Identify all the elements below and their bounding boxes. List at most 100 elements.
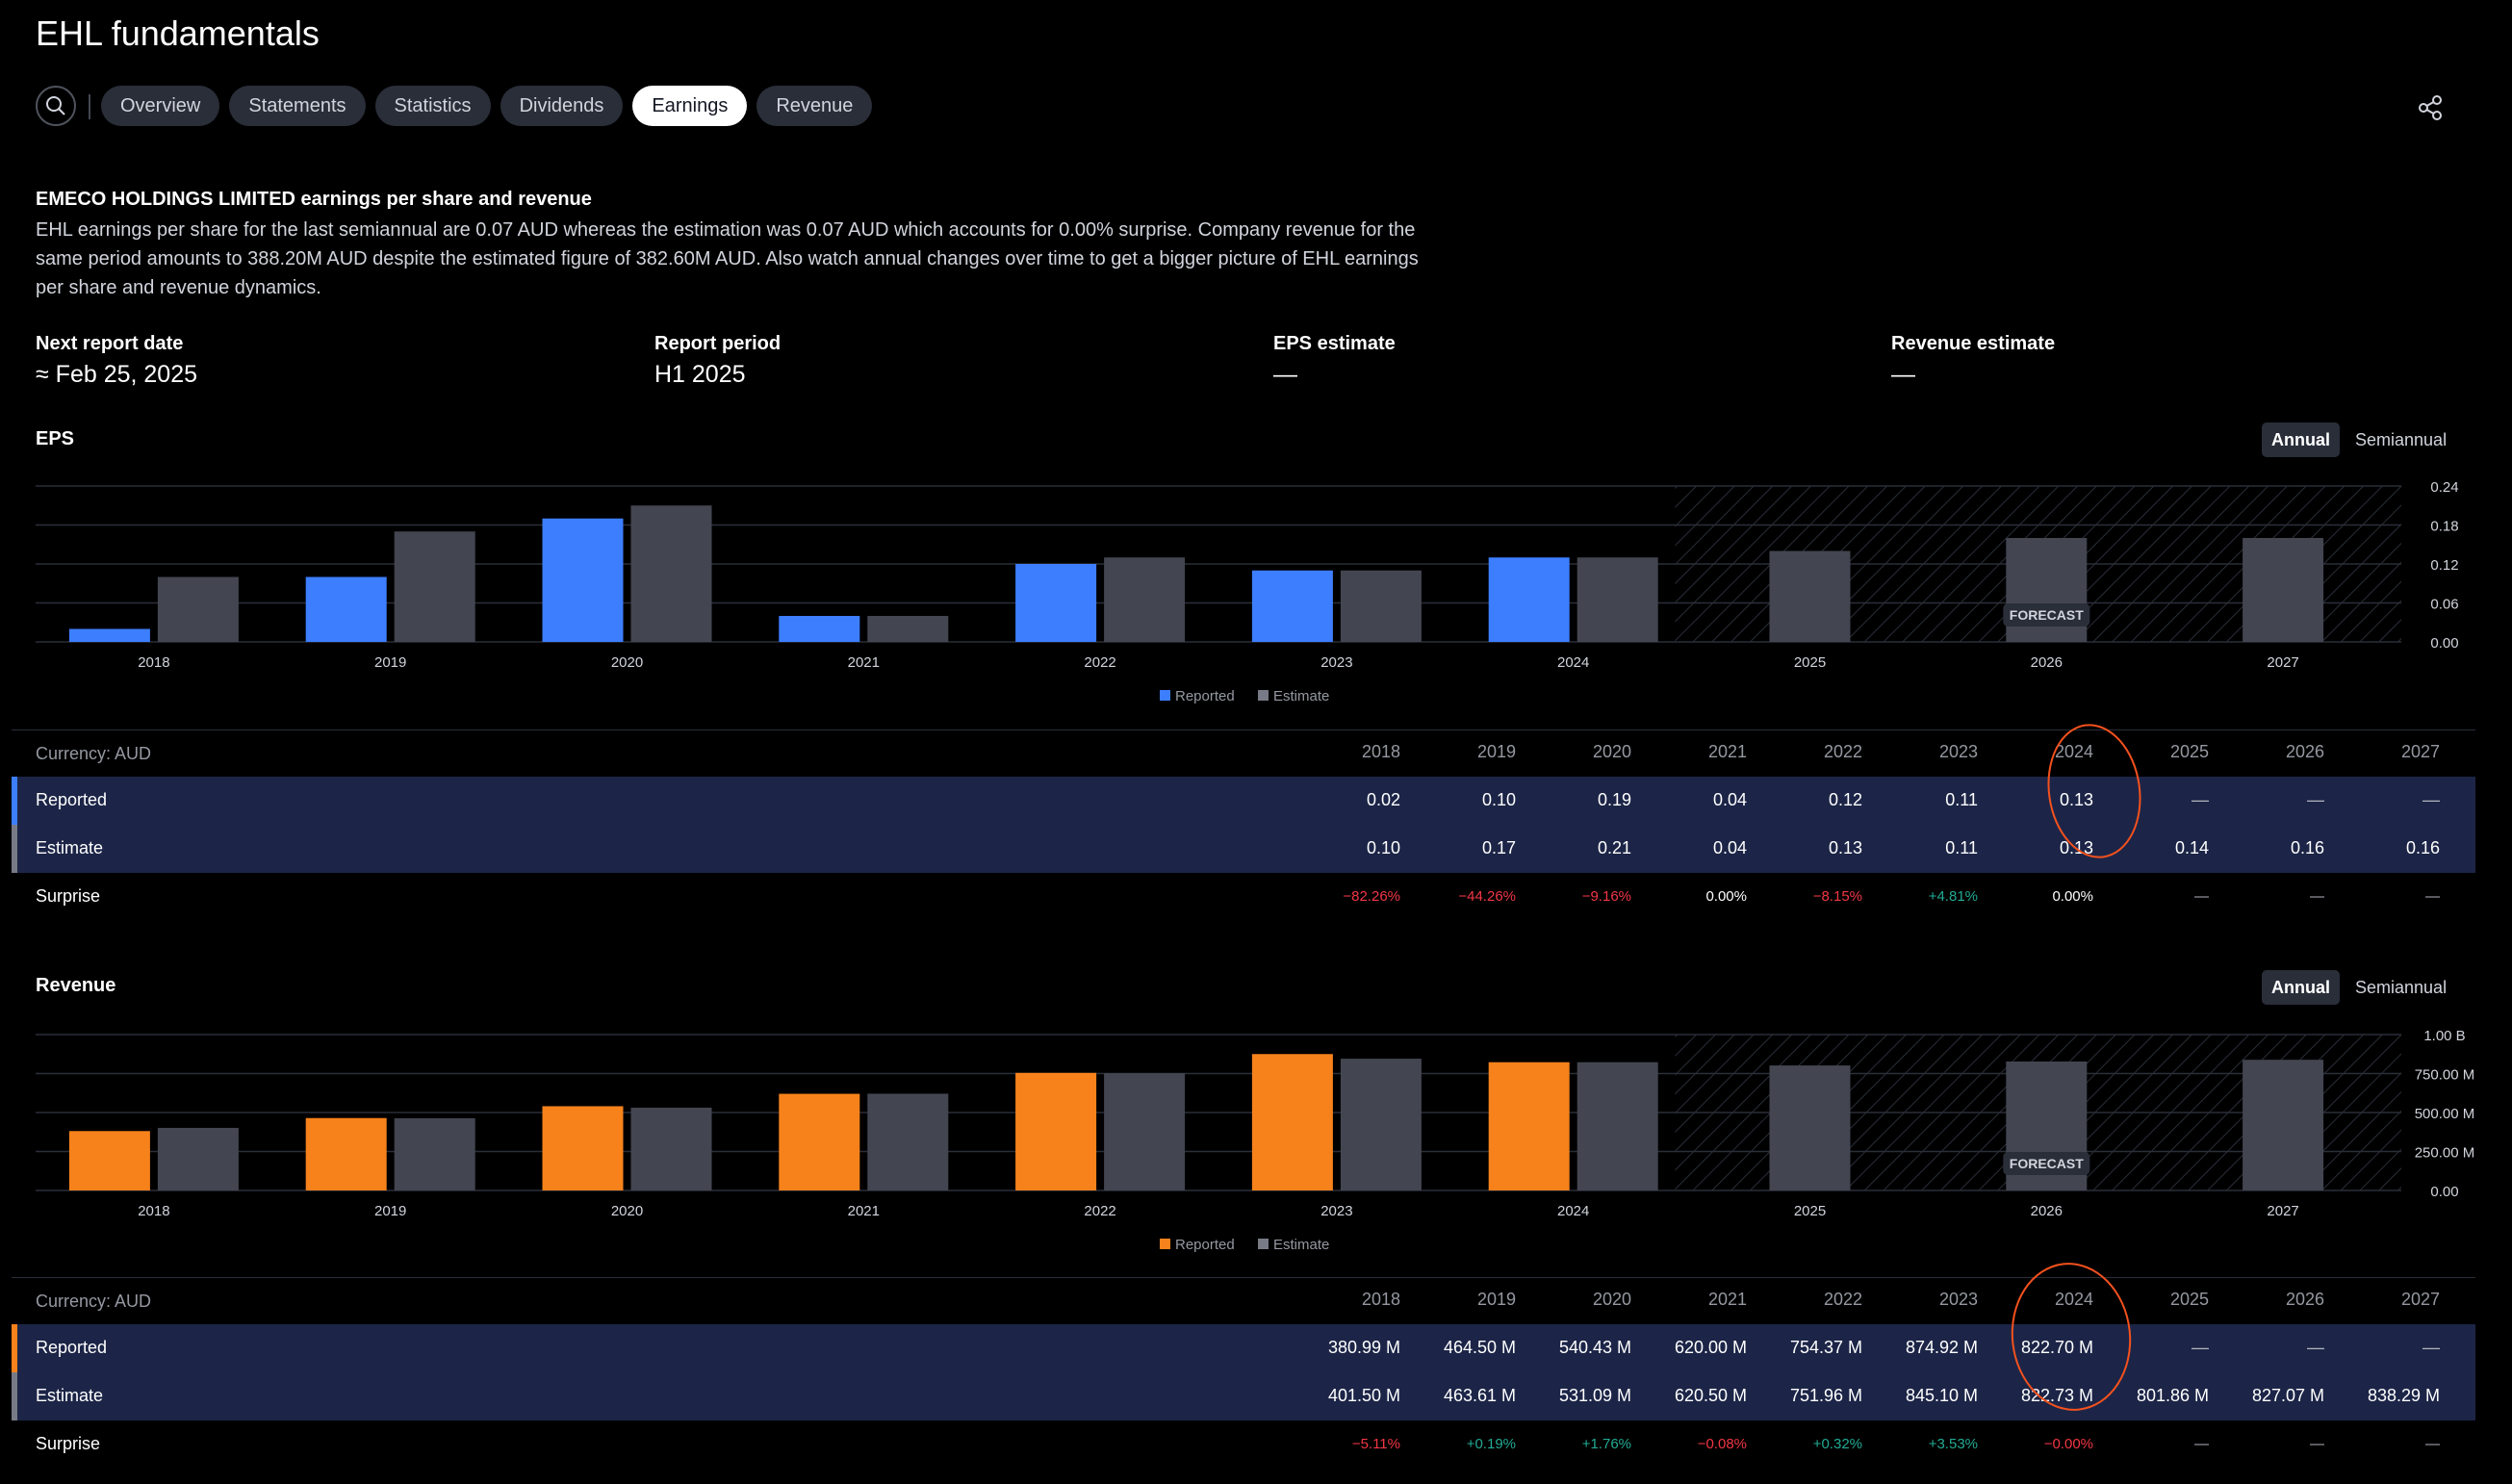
- eps-year-header-cell: 2023: [1938, 742, 1978, 761]
- revenue-reported-bar: [1251, 1054, 1333, 1190]
- eps-estimate-cell: 0.10: [1366, 838, 1400, 857]
- revenue-surprise-cell: —: [2425, 1436, 2440, 1452]
- revenue-reported-label: Reported: [36, 1338, 108, 1357]
- eps-estimate-cell: 0.11: [1945, 838, 1978, 857]
- report-period-label: Report period: [654, 333, 782, 354]
- eps-surprise-cell: 0.00%: [2052, 888, 2093, 905]
- revenue-estimate-cell: 845.10 M: [1905, 1386, 1978, 1405]
- eps-reported-bar: [1488, 557, 1570, 642]
- tab-earnings[interactable]: Earnings: [632, 86, 748, 126]
- eps-reported-cell: —: [2192, 790, 2209, 809]
- revenue-table: Currency: AUD 2018 2019 2020 2021 2022 2023 20…: [12, 1277, 2475, 1469]
- eps-estimate-bar: [630, 505, 712, 642]
- revenue-year-header-cell: 2018: [1361, 1290, 1400, 1309]
- eps-reported-cell: 0.19: [1597, 790, 1631, 809]
- revenue-estimate-cell: 822.73 M: [2020, 1386, 2093, 1405]
- revenue-reported-bar: [542, 1106, 624, 1190]
- tab-dividends[interactable]: Dividends: [500, 86, 624, 126]
- eps-reported-bar: [779, 616, 860, 642]
- revenue-estimate-bar: [1769, 1065, 1851, 1190]
- revenue-y-tick: 1.00 B: [2423, 1028, 2465, 1044]
- eps-year-header-cell: 2018: [1361, 742, 1400, 761]
- revenue-estimate-cell: 801.86 M: [2136, 1386, 2209, 1405]
- eps-y-tick: 0.24: [2430, 479, 2458, 496]
- eps-y-tick: 0.18: [2430, 519, 2458, 535]
- revenue-surprise-cell: —: [2310, 1436, 2324, 1452]
- eps-y-tick: 0.06: [2430, 597, 2458, 613]
- revenue-legend-estimate: Estimate: [1273, 1237, 1329, 1253]
- eps-surprise-cell: +4.81%: [1928, 888, 1978, 905]
- revenue-estimate-bar: [630, 1107, 712, 1190]
- revenue-x-tick: 2026: [2031, 1203, 2063, 1219]
- revenue-x-tick: 2019: [374, 1203, 406, 1219]
- eps-section-title: EPS: [36, 428, 75, 449]
- revenue-reported-cell: 822.70 M: [2020, 1338, 2093, 1357]
- eps-year-header-cell: 2026: [2285, 742, 2324, 761]
- next-report-date-label: Next report date: [36, 333, 184, 354]
- eps-reported-cell: 0.11: [1945, 790, 1978, 809]
- revenue-reported-cell: —: [2422, 1338, 2440, 1357]
- revenue-year-header-cell: 2023: [1938, 1290, 1978, 1309]
- search-button[interactable]: [36, 86, 76, 126]
- revenue-estimate-bar: [1340, 1059, 1422, 1190]
- revenue-reported-row: Reported 380.99 M 464.50 M 540.43 M 620.00 …: [12, 1324, 2475, 1372]
- eps-estimate-cell: 0.14: [2174, 838, 2209, 857]
- tab-statistics[interactable]: Statistics: [374, 86, 491, 126]
- eps-annual-button[interactable]: Annual: [2262, 422, 2340, 457]
- revenue-x-tick: 2025: [1794, 1203, 1826, 1219]
- revenue-surprise-cell: −5.11%: [1351, 1436, 1400, 1452]
- tab-statements[interactable]: Statements: [229, 86, 366, 126]
- revenue-y-tick: 0.00: [2430, 1184, 2458, 1200]
- revenue-y-tick: 500.00 M: [2415, 1106, 2475, 1122]
- revenue-surprise-cell: +1.76%: [1581, 1436, 1631, 1452]
- eps-reported-row: Reported 0.02 0.10 0.19 0.04 0.12 0.11 0.13 — — —: [12, 777, 2475, 825]
- eps-reported-cell: 0.04: [1712, 790, 1747, 809]
- revenue-chart: 1.00 B 750.00 M 500.00 M 250.00 M 0.00 2018 20…: [36, 1028, 2475, 1253]
- share-icon[interactable]: [2416, 93, 2445, 122]
- revenue-estimate-cell: 838.29 M: [2367, 1386, 2440, 1405]
- revenue-surprise-cell: +3.53%: [1928, 1436, 1978, 1452]
- eps-surprise-cell: —: [2425, 888, 2440, 905]
- revenue-year-header-cell: 2019: [1476, 1290, 1516, 1309]
- intro-title: EMECO HOLDINGS LIMITED earnings per shar…: [36, 189, 592, 210]
- eps-estimate-bar: [1576, 557, 1658, 642]
- revenue-estimate-bar: [1576, 1062, 1658, 1190]
- eps-estimate-cell: 0.04: [1712, 838, 1747, 857]
- revenue-semiannual-button[interactable]: Semiannual: [2355, 978, 2448, 997]
- eps-legend-estimate-swatch: [1258, 690, 1269, 701]
- revenue-reported-cell: —: [2307, 1338, 2324, 1357]
- revenue-forecast-badge: [2003, 1152, 2090, 1175]
- revenue-surprise-row: Surprise −5.11% +0.19% +1.76% −0.08% +0.32% +…: [12, 1420, 2475, 1469]
- revenue-legend-estimate-swatch: [1258, 1239, 1269, 1249]
- eps-year-header-cell: 2027: [2400, 742, 2440, 761]
- eps-year-header-cell: 2022: [1823, 742, 1862, 761]
- revenue-estimate-bar: [394, 1117, 475, 1190]
- eps-estimate-marker: [12, 825, 17, 873]
- eps-year-header-cell: 2019: [1476, 742, 1516, 761]
- eps-year-header-cell: 2025: [2169, 742, 2209, 761]
- revenue-reported-bar: [779, 1093, 860, 1190]
- revenue-annual-button[interactable]: Annual: [2262, 970, 2340, 1005]
- revenue-forecast-label: FORECAST: [2010, 1156, 2084, 1171]
- eps-reported-cell: 0.13: [2059, 790, 2093, 809]
- eps-estimate-label: EPS estimate: [1273, 333, 1396, 354]
- revenue-estimate-bar: [867, 1093, 949, 1190]
- eps-reported-bar: [305, 576, 387, 642]
- next-report-date-value: ≈ Feb 25, 2025: [36, 361, 198, 388]
- eps-semiannual-button[interactable]: Semiannual: [2355, 430, 2448, 449]
- eps-estimate-bar: [394, 531, 475, 642]
- eps-reported-label: Reported: [36, 790, 108, 809]
- revenue-reported-bar: [68, 1131, 150, 1190]
- eps-reported-bar: [1251, 570, 1333, 642]
- eps-x-tick: 2018: [138, 654, 169, 671]
- eps-reported-cell: 0.02: [1366, 790, 1400, 809]
- revenue-reported-marker: [12, 1324, 17, 1372]
- tab-overview[interactable]: Overview: [101, 86, 220, 126]
- eps-period-toggle: Annual Semiannual: [2262, 422, 2456, 457]
- eps-surprise-label: Surprise: [36, 886, 101, 906]
- revenue-surprise-cell: −0.00%: [2043, 1436, 2093, 1452]
- tab-revenue[interactable]: Revenue: [756, 86, 873, 126]
- eps-estimate-bar: [1769, 550, 1851, 642]
- revenue-reported-cell: 754.37 M: [1789, 1338, 1862, 1357]
- eps-legend-reported-swatch: [1160, 690, 1170, 701]
